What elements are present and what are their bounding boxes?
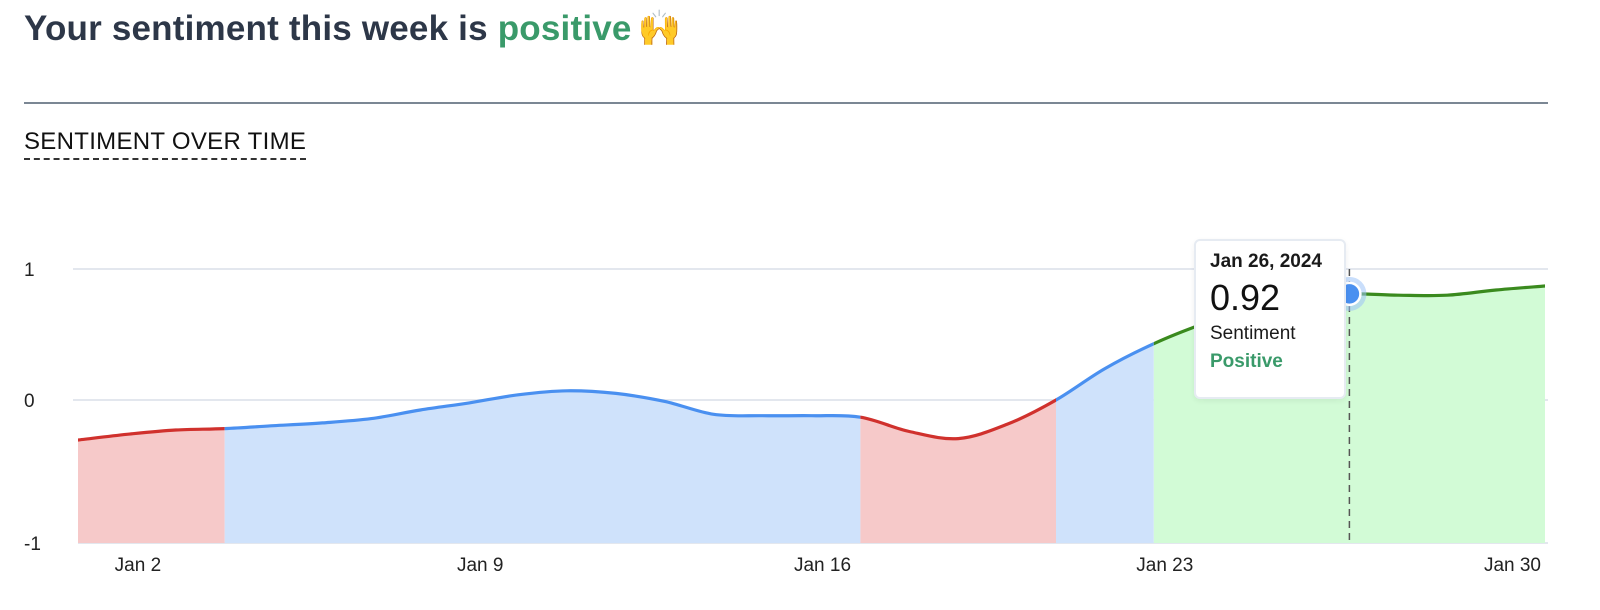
- chart-tooltip: Jan 26, 2024 0.92 Sentiment Positive: [1194, 239, 1346, 399]
- data-point: [272, 424, 276, 428]
- data-point: [321, 421, 325, 425]
- segment-area-neutral: [1056, 343, 1154, 543]
- tooltip-label: Sentiment: [1210, 323, 1296, 344]
- data-point: [761, 414, 765, 418]
- data-point: [1494, 288, 1498, 292]
- data-point: [125, 432, 129, 436]
- data-point: [516, 393, 520, 397]
- data-point: [223, 427, 227, 431]
- y-tick-label: 0: [24, 391, 35, 412]
- data-point: [1103, 367, 1107, 371]
- page-title: Your sentiment this week is positive 🙌: [24, 8, 681, 49]
- data-point: [1152, 342, 1156, 346]
- x-tick-label: Jan 2: [115, 555, 161, 576]
- x-tick-label: Jan 30: [1484, 555, 1541, 576]
- x-tick-label: Jan 23: [1136, 555, 1193, 576]
- tooltip-date: Jan 26, 2024: [1210, 251, 1322, 272]
- data-point: [369, 417, 373, 421]
- section-title[interactable]: SENTIMENT OVER TIME: [24, 128, 307, 160]
- data-point: [907, 430, 911, 434]
- data-point: [810, 414, 814, 418]
- tooltip-classification: Positive: [1210, 351, 1283, 372]
- data-point: [956, 437, 960, 441]
- x-tick-label: Jan 16: [794, 555, 851, 576]
- data-point: [1054, 398, 1058, 402]
- data-point: [858, 415, 862, 419]
- tooltip-value: 0.92: [1210, 277, 1281, 318]
- data-point: [1445, 293, 1449, 297]
- y-tick-label: 1: [24, 260, 35, 281]
- data-point: [614, 391, 618, 395]
- raised-hands-icon: 🙌: [637, 9, 682, 48]
- data-point: [76, 438, 80, 442]
- data-point: [663, 399, 667, 403]
- y-tick-label: -1: [24, 534, 41, 555]
- data-point: [174, 428, 178, 432]
- data-point: [1005, 422, 1009, 426]
- data-point: [418, 408, 422, 412]
- segment-line-neutral: [224, 389, 861, 431]
- segment-area-negative: [860, 399, 1057, 543]
- data-point: [1543, 284, 1547, 288]
- title-prefix: Your sentiment this week is: [24, 9, 488, 48]
- title-mood: positive: [497, 9, 632, 48]
- data-point: [467, 401, 471, 405]
- data-point: [1396, 293, 1400, 297]
- segment-area-neutral: [224, 390, 861, 543]
- data-point: [712, 412, 716, 416]
- header-divider: [24, 102, 1548, 104]
- data-point: [565, 389, 569, 393]
- x-tick-label: Jan 9: [457, 555, 503, 576]
- segment-area-negative: [78, 428, 225, 543]
